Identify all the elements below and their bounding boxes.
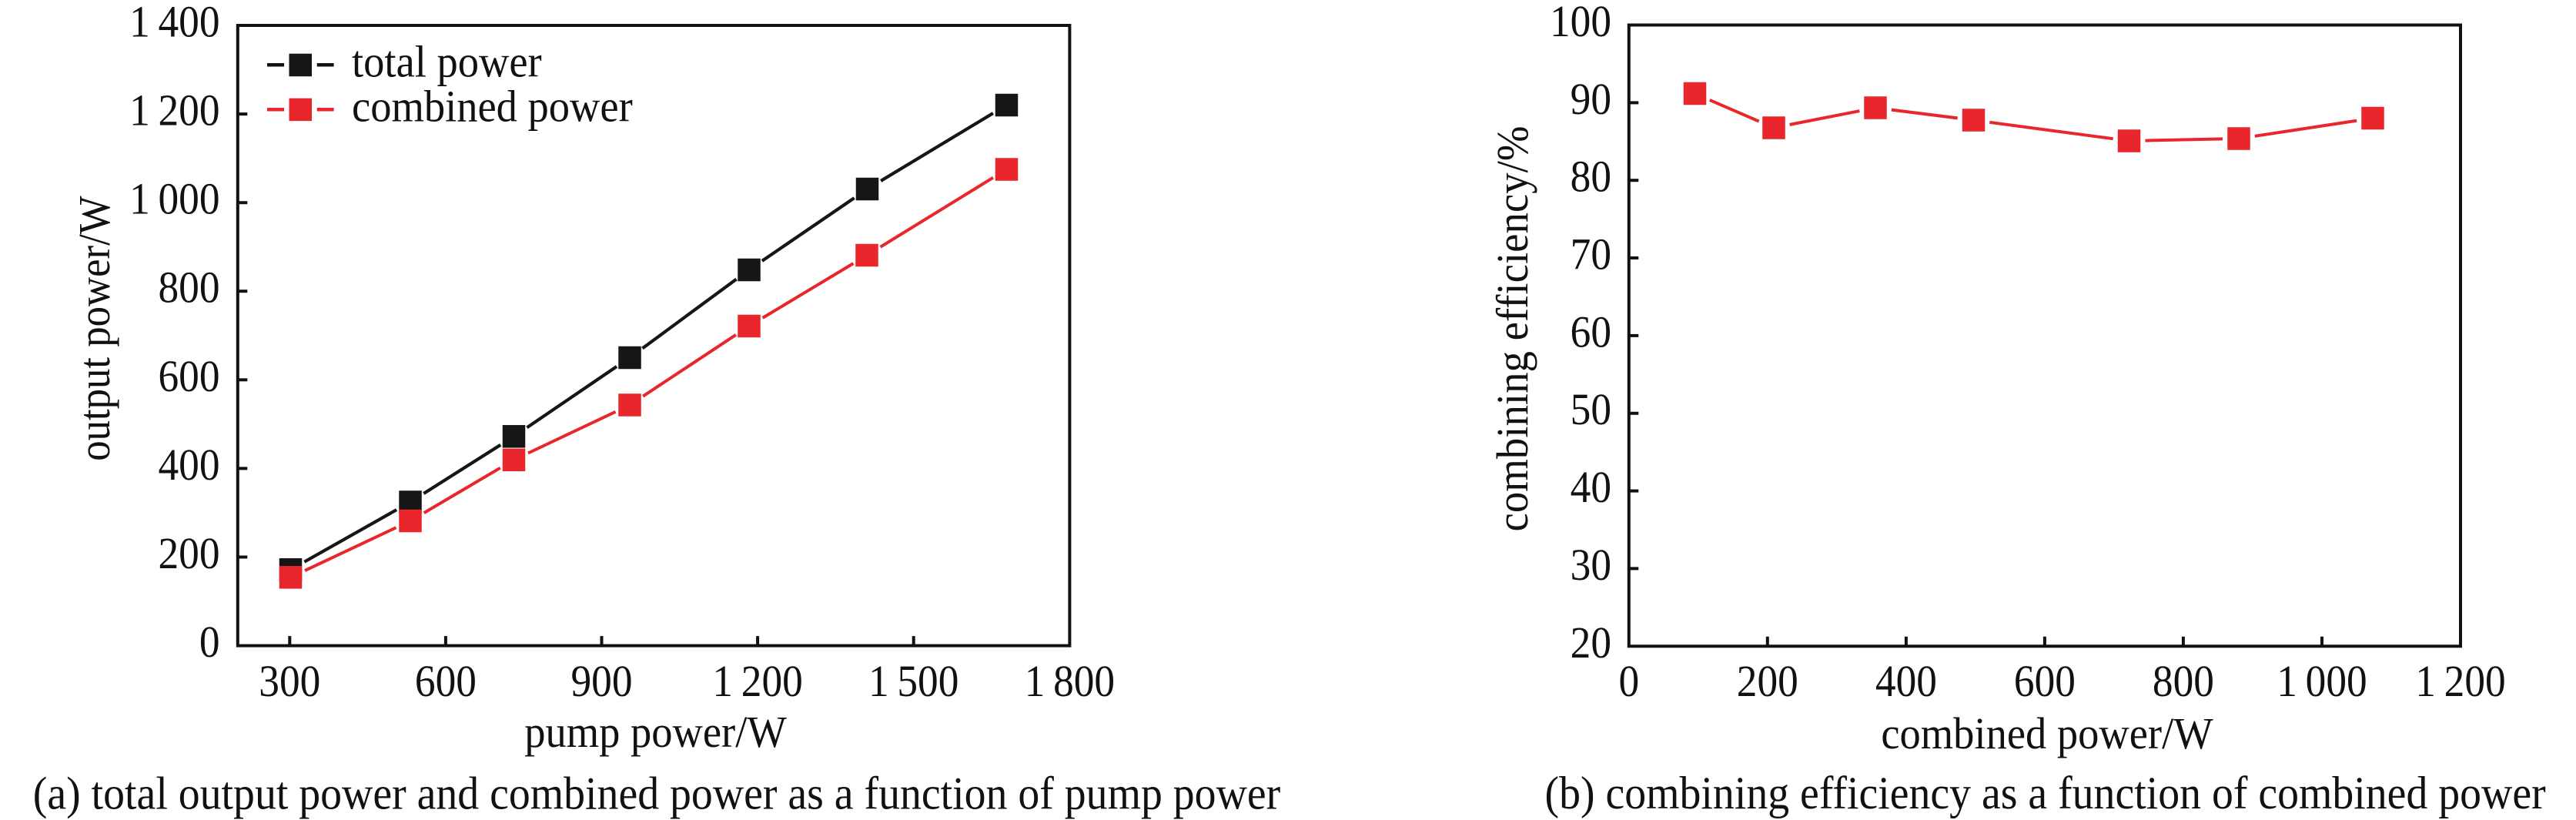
- svg-text:200: 200: [158, 529, 219, 579]
- svg-text:300: 300: [259, 657, 320, 707]
- svg-text:20: 20: [1571, 618, 1611, 668]
- svg-text:400: 400: [158, 440, 219, 490]
- svg-text:output power/W: output power/W: [70, 196, 119, 461]
- svg-text:600: 600: [415, 657, 477, 707]
- svg-text:1 800: 1 800: [1025, 657, 1115, 707]
- svg-text:800: 800: [2153, 657, 2214, 707]
- svg-text:1 200: 1 200: [2415, 657, 2505, 707]
- svg-text:900: 900: [570, 657, 632, 707]
- svg-text:combined power/W: combined power/W: [1881, 710, 2213, 759]
- svg-text:0: 0: [199, 618, 220, 668]
- svg-text:1 400: 1 400: [129, 0, 219, 47]
- svg-text:1 000: 1 000: [2277, 657, 2367, 707]
- svg-text:1 000: 1 000: [129, 175, 219, 225]
- svg-text:combined power: combined power: [352, 82, 633, 132]
- svg-text:50: 50: [1571, 385, 1611, 435]
- svg-text:80: 80: [1571, 152, 1611, 202]
- svg-text:combining efficiency/%: combining efficiency/%: [1489, 126, 1538, 532]
- svg-text:400: 400: [1875, 657, 1937, 707]
- svg-text:(a) total output power and com: (a) total output power and combined powe…: [33, 768, 1280, 819]
- svg-text:200: 200: [1737, 657, 1798, 707]
- svg-text:1 200: 1 200: [712, 657, 802, 707]
- svg-text:70: 70: [1571, 230, 1611, 280]
- svg-text:(b) combining efficiency as a: (b) combining efficiency as a function o…: [1545, 767, 2546, 818]
- svg-text:0: 0: [1618, 657, 1639, 707]
- svg-text:600: 600: [158, 352, 219, 402]
- svg-text:600: 600: [2014, 657, 2076, 707]
- svg-text:100: 100: [1550, 0, 1611, 47]
- svg-text:1 500: 1 500: [868, 657, 958, 707]
- svg-text:1 200: 1 200: [129, 86, 219, 136]
- svg-text:800: 800: [158, 263, 219, 313]
- svg-text:60: 60: [1571, 307, 1611, 357]
- svg-text:30: 30: [1571, 541, 1611, 591]
- svg-text:pump power/W: pump power/W: [524, 708, 787, 758]
- svg-text:90: 90: [1571, 75, 1611, 125]
- svg-text:40: 40: [1571, 463, 1611, 513]
- svg-text:total power: total power: [352, 38, 542, 87]
